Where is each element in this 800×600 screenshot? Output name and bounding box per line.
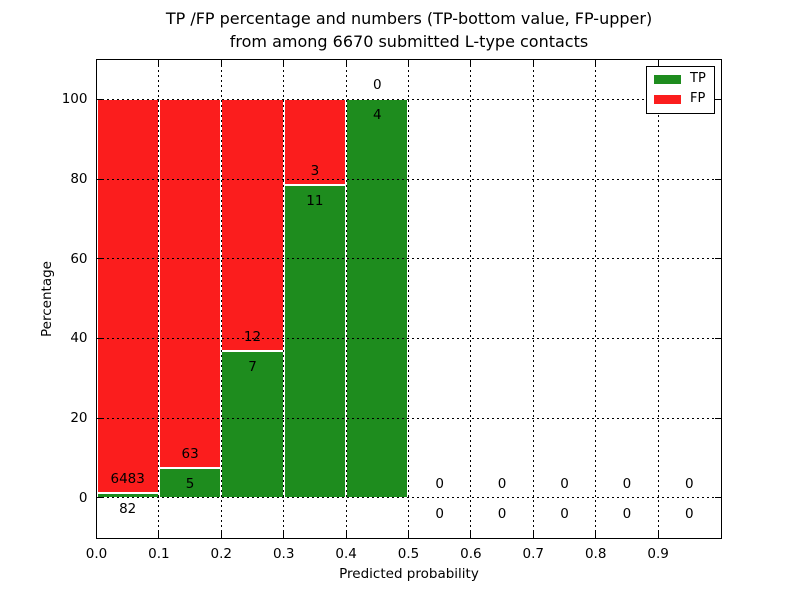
- fp-count-label: 6483: [110, 470, 145, 487]
- fp-count-label: 0: [560, 475, 569, 492]
- x-tick-mark-bottom: [470, 531, 472, 538]
- y-tick-mark-left: [96, 178, 103, 180]
- chart-title-line1: TP /FP percentage and numbers (TP-bottom…: [165, 9, 653, 28]
- fp-count-label: 3: [310, 162, 320, 179]
- legend-item-fp: FP: [654, 91, 706, 106]
- x-tick-mark-bottom: [283, 531, 285, 538]
- bar-segment-fp: [158, 99, 222, 469]
- x-tick-mark-top: [532, 59, 534, 66]
- gridline-vertical: [408, 59, 409, 538]
- bar-segment-fp: [96, 99, 159, 493]
- x-tick-mark-top: [96, 59, 97, 66]
- y-tick-mark-right: [714, 178, 721, 180]
- bar-segment-tp: [346, 99, 409, 498]
- y-tick-label: 0: [78, 489, 88, 506]
- x-tick-mark-top: [220, 59, 222, 66]
- x-tick-label: 0.8: [584, 545, 607, 562]
- fp-count-label: 12: [243, 328, 262, 345]
- plot-area: 0.0 0.1 0.2 0.3 0.4 0.5 0.6 0.7 0.8 0.9 0 20 40 60 80 1…: [62, 58, 722, 562]
- bar-segment-fp: [283, 99, 347, 185]
- x-tick-mark-bottom: [408, 531, 409, 538]
- tp-count-label: 0: [497, 505, 507, 522]
- fp-count-label: 63: [181, 446, 199, 463]
- legend: TP FP: [646, 66, 715, 114]
- x-tick-mark-top: [345, 59, 347, 66]
- tp-count-label: 4: [373, 107, 382, 124]
- fp-color-swatch: [654, 94, 681, 104]
- y-tick-mark-right: [714, 258, 721, 260]
- bar-segment-tp: [158, 468, 222, 498]
- x-tick-label: 0.5: [397, 545, 420, 562]
- x-tick-label: 0.6: [460, 545, 482, 562]
- tp-count-label: 11: [306, 192, 324, 209]
- y-tick-label: 100: [61, 91, 88, 108]
- chart-title: TP /FP percentage and numbers (TP-bottom…: [97, 7, 721, 53]
- x-tick-mark-bottom: [532, 531, 534, 538]
- y-tick-mark-left: [96, 258, 103, 260]
- x-tick-mark-bottom: [220, 531, 222, 538]
- fp-count-label: 0: [622, 475, 632, 492]
- x-tick-label: 0.1: [148, 545, 170, 562]
- tp-color-swatch: [654, 74, 681, 84]
- fp-count-label: 0: [435, 475, 444, 492]
- y-tick-mark-left: [96, 497, 103, 499]
- legend-item-tp: TP: [654, 71, 706, 86]
- gridline-vertical: [158, 59, 160, 538]
- y-tick-mark-left: [96, 98, 103, 100]
- x-tick-label: 0.4: [335, 545, 357, 562]
- y-tick-label: 80: [70, 171, 88, 187]
- y-axis-label: Percentage: [39, 261, 55, 337]
- gridline-vertical: [283, 59, 285, 538]
- y-tick-mark-left: [96, 337, 103, 339]
- x-tick-label: 0.7: [522, 545, 545, 562]
- y-tick-label: 60: [70, 250, 88, 267]
- bar-segment-fp: [221, 99, 284, 351]
- x-tick-mark-bottom: [657, 531, 659, 538]
- tp-count-label: 0: [560, 505, 569, 522]
- x-tick-label: 0.9: [647, 545, 669, 562]
- x-tick-mark-top: [595, 59, 597, 66]
- x-tick-mark-bottom: [345, 531, 347, 538]
- x-tick-label: 0.0: [85, 545, 108, 562]
- x-tick-label: 0.2: [210, 545, 233, 562]
- y-tick-mark-right: [714, 98, 721, 100]
- tp-count-label: 7: [248, 358, 257, 375]
- y-tick-label: 40: [70, 330, 88, 347]
- y-tick-mark-right: [714, 417, 721, 419]
- tp-count-label: 0: [622, 505, 632, 522]
- bar-segment-tp: [221, 350, 284, 498]
- tp-count-label: 0: [685, 505, 694, 522]
- y-tick-mark-right: [714, 497, 721, 499]
- x-tick-mark-top: [283, 59, 285, 66]
- tp-count-label: 0: [435, 505, 444, 522]
- gridline-vertical: [532, 59, 534, 538]
- y-tick-mark-right: [714, 337, 721, 339]
- gridline-vertical: [345, 59, 347, 538]
- gridline-vertical: [657, 59, 659, 538]
- tp-count-label: 82: [119, 500, 137, 517]
- x-tick-mark-bottom: [595, 531, 597, 538]
- legend-label-fp: FP: [690, 91, 706, 106]
- tp-count-label: 5: [185, 476, 195, 493]
- gridline-vertical: [220, 59, 222, 538]
- bar-segment-tp: [283, 184, 347, 498]
- fp-count-label: 0: [373, 77, 382, 94]
- x-tick-mark-top: [470, 59, 472, 66]
- legend-label-tp: TP: [690, 71, 706, 86]
- y-tick-label: 20: [70, 410, 88, 426]
- x-tick-mark-bottom: [158, 531, 160, 538]
- x-tick-label: 0.3: [272, 545, 295, 562]
- x-tick-mark-top: [657, 59, 659, 66]
- x-tick-mark-bottom: [96, 531, 97, 538]
- chart-title-line2: from among 6670 submitted L-type contact…: [229, 32, 589, 51]
- x-tick-mark-top: [158, 59, 160, 66]
- gridline-vertical: [595, 59, 597, 538]
- fp-count-label: 0: [497, 475, 507, 492]
- gridline-vertical: [470, 59, 472, 538]
- fp-count-label: 0: [685, 475, 694, 492]
- x-tick-mark-top: [408, 59, 409, 66]
- x-axis-label: Predicted probability: [339, 566, 479, 582]
- y-tick-mark-left: [96, 417, 103, 419]
